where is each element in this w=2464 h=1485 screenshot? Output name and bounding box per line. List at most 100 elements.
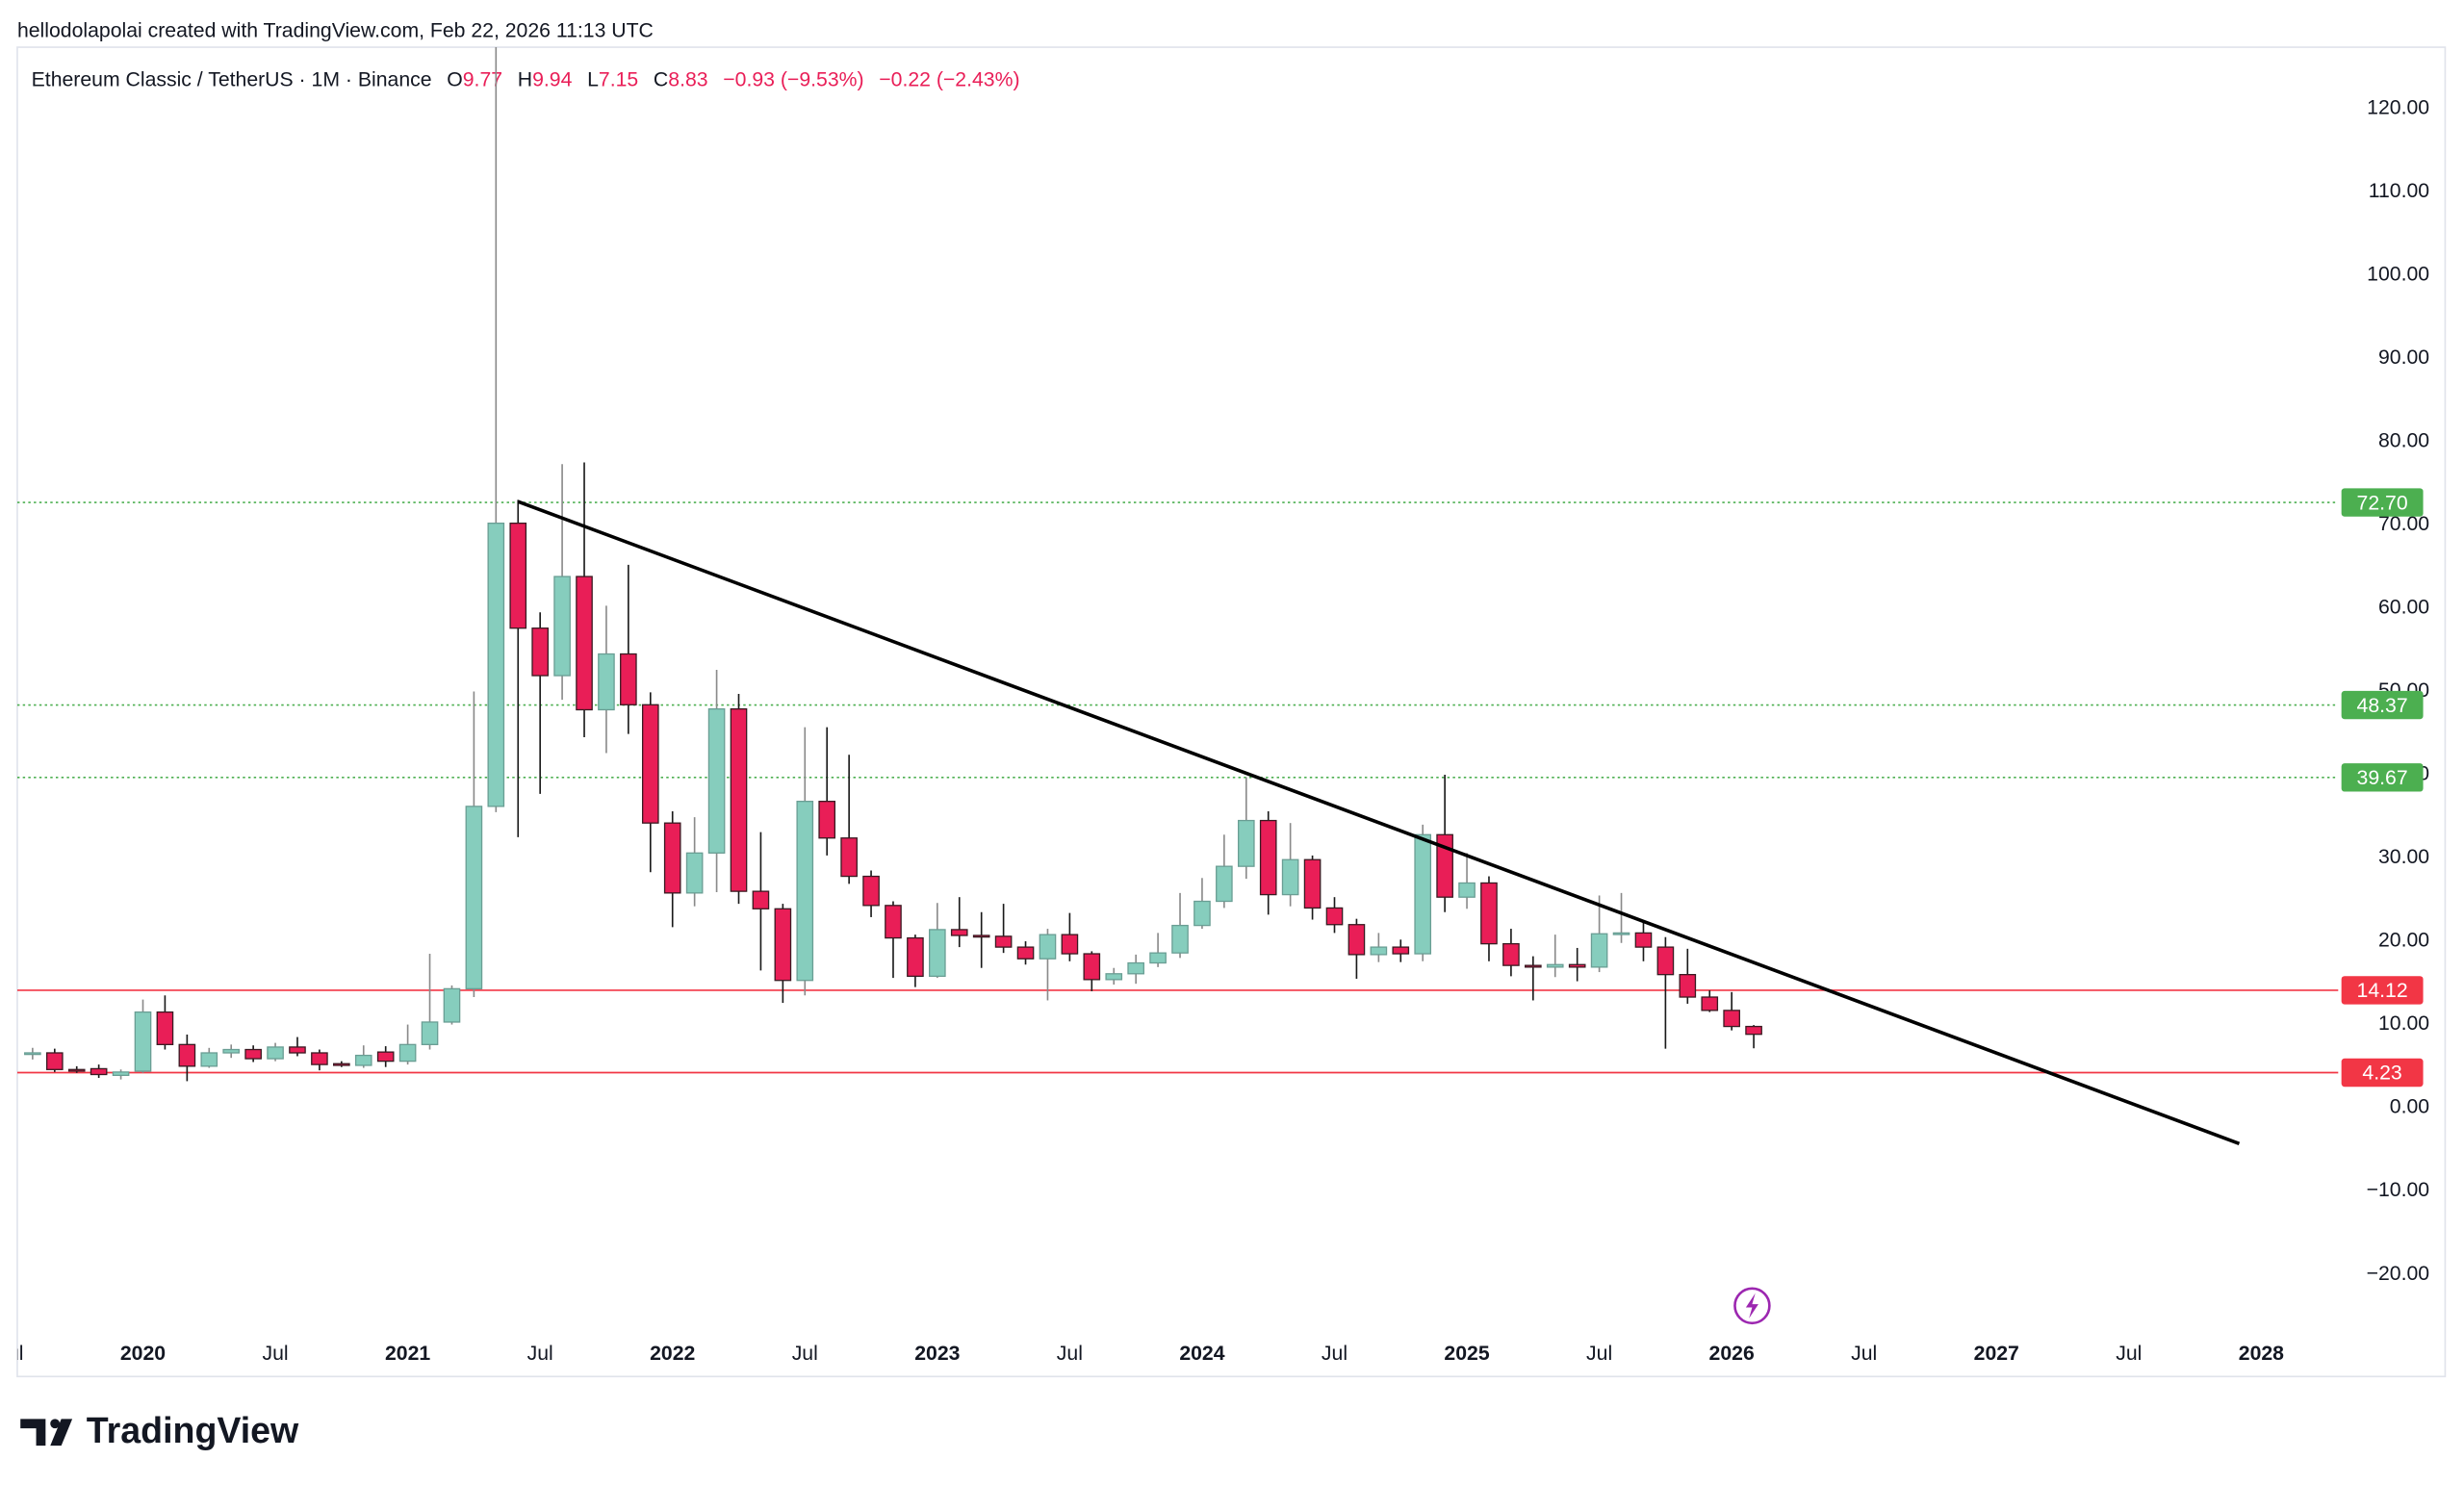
x-tick-label: Jul — [1322, 1343, 1348, 1365]
y-tick-label: 110.00 — [2369, 180, 2429, 202]
level-label: 39.67 — [2357, 767, 2408, 789]
x-tick-label: Jul — [2116, 1343, 2142, 1365]
legend-value: 8.83 — [668, 68, 707, 90]
candle-body — [267, 1046, 284, 1060]
level-label: 14.12 — [2357, 980, 2408, 1002]
x-tick-label: 2022 — [650, 1343, 695, 1365]
x-tick-label: Jul — [1057, 1343, 1083, 1365]
candle-body — [200, 1052, 218, 1067]
y-tick-label: 20.00 — [2378, 930, 2429, 952]
legend-key: O — [447, 68, 463, 90]
level-tag — [2341, 976, 2424, 1005]
logo: TradingView — [20, 1410, 299, 1450]
y-tick-label: 0.00 — [2390, 1096, 2429, 1118]
candle-body — [1656, 946, 1675, 976]
candle-body — [994, 935, 1013, 948]
candle-body — [907, 936, 924, 978]
y-tick-label: 120.00 — [2367, 96, 2429, 118]
candle-body — [1325, 907, 1344, 926]
candle-body — [112, 1071, 130, 1077]
legend-key: C — [654, 68, 668, 90]
x-tick-label: Jul — [262, 1343, 288, 1365]
candle-body — [289, 1046, 306, 1054]
x-tick-label: 2028 — [2239, 1343, 2284, 1365]
x-axis: Jul 2020 Jul 2021 Jul 2022 Jul 2023 Jul 2024 Jul 20… — [17, 1343, 2284, 1365]
candle-body — [222, 1048, 241, 1054]
candle-body — [465, 806, 483, 990]
candle-body — [950, 929, 968, 936]
candle-body — [1480, 882, 1498, 945]
candle-body — [972, 935, 990, 938]
candle-body — [1149, 952, 1167, 964]
y-tick-label: 70.00 — [2378, 513, 2429, 535]
candle-body — [1458, 882, 1476, 898]
candle-body — [1083, 953, 1101, 981]
candle-body — [818, 801, 836, 839]
x-tick-label: 2020 — [120, 1343, 166, 1365]
legend-key: L — [587, 68, 599, 90]
candle-body — [1348, 924, 1366, 956]
change: −0.93 (−9.53%) — [723, 68, 863, 90]
candle-body — [576, 576, 593, 711]
level-label: 48.37 — [2357, 695, 2408, 717]
candle-body — [1568, 963, 1586, 968]
candle-body — [885, 905, 902, 939]
candle-body — [774, 908, 792, 982]
candle-body — [90, 1067, 108, 1076]
candle-body — [1061, 934, 1079, 955]
y-tick-label: 10.00 — [2378, 1012, 2429, 1035]
candle-body — [311, 1052, 328, 1065]
candle-body — [1612, 932, 1630, 935]
candle-body — [1679, 974, 1697, 998]
candle-body — [1105, 973, 1123, 981]
candle-body — [1194, 900, 1211, 927]
candle-body — [730, 707, 748, 892]
x-tick-label: 2026 — [1709, 1343, 1755, 1365]
candle-body — [1259, 819, 1277, 896]
candle-body — [1127, 961, 1144, 975]
candle-body — [796, 801, 814, 982]
legend: Ethereum Classic / TetherUS · 1M · Binan… — [32, 68, 1020, 90]
candle-body — [24, 1052, 41, 1056]
trendline — [517, 499, 2241, 1145]
candle-body — [1039, 934, 1057, 960]
candle-body — [598, 653, 615, 711]
candle-body — [1723, 1010, 1740, 1028]
candle-body — [663, 822, 681, 894]
candle-body — [1634, 932, 1653, 948]
chart-frame — [16, 46, 2447, 1378]
legend-value: 7.15 — [599, 68, 638, 90]
candle-body — [398, 1043, 417, 1063]
candle-body — [1590, 933, 1608, 968]
candle-body — [1281, 858, 1299, 896]
candle-body — [376, 1051, 395, 1063]
level-label: 72.70 — [2357, 492, 2408, 514]
candle-body — [487, 523, 505, 807]
level-tag — [2341, 763, 2424, 792]
y-tick-label: −20.00 — [2367, 1263, 2430, 1285]
candle-body — [1701, 996, 1719, 1011]
y-tick-label: −10.00 — [2367, 1179, 2430, 1201]
legend-value: 9.94 — [532, 68, 572, 90]
candle-body — [531, 627, 549, 677]
candle-body — [1745, 1025, 1762, 1036]
y-tick-label: 80.00 — [2378, 429, 2429, 451]
y-tick-label: 90.00 — [2378, 346, 2429, 369]
x-tick-label: 2025 — [1444, 1343, 1489, 1365]
candle-body — [67, 1068, 86, 1072]
x-tick-label: 2024 — [1179, 1343, 1224, 1365]
y-tick-label: 100.00 — [2367, 263, 2429, 285]
candle-body — [443, 987, 461, 1023]
header-title: hellodolapolai created with TradingView.… — [17, 19, 654, 41]
logo-text: TradingView — [87, 1410, 299, 1450]
candle-body — [1237, 819, 1255, 867]
x-tick-label: 2027 — [1974, 1343, 2019, 1365]
candle-body — [509, 523, 527, 629]
candle-body — [1525, 964, 1542, 968]
level-tag — [2341, 488, 2424, 517]
candle-body — [1414, 833, 1432, 955]
candle-body — [1370, 946, 1388, 956]
candle-body — [333, 1063, 350, 1066]
candle-body — [354, 1054, 372, 1066]
